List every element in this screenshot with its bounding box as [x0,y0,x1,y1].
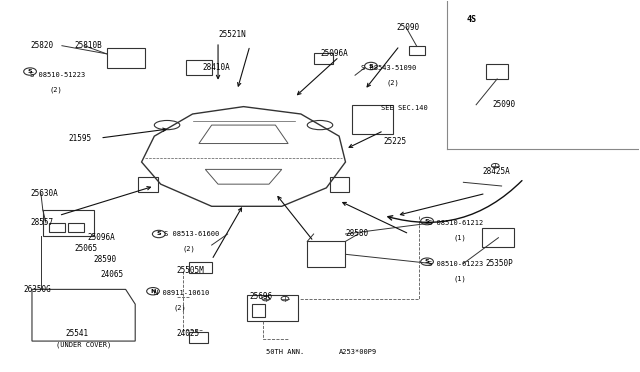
Text: 25090: 25090 [396,23,420,32]
Text: 28557: 28557 [30,218,53,227]
Bar [483,228,515,247]
Text: 24065: 24065 [100,270,124,279]
Text: 28425A: 28425A [483,167,510,176]
Bar [486,64,508,79]
Bar [330,177,349,192]
Bar [186,61,212,75]
Bar [352,105,394,134]
Text: 25096A: 25096A [320,49,348,58]
Text: S 08543-51090: S 08543-51090 [362,65,417,71]
Bar [106,48,145,68]
Bar [189,332,209,343]
Text: 25820: 25820 [30,41,53,50]
Text: S: S [28,69,33,74]
Text: 25096A: 25096A [88,233,115,242]
Text: SEE SEC.140: SEE SEC.140 [381,106,428,112]
Bar [138,177,157,192]
Text: A253*00P9: A253*00P9 [339,349,378,355]
Bar [314,53,333,64]
Text: 4S: 4S [467,15,477,24]
Text: 28590: 28590 [94,255,117,264]
Text: 25350P: 25350P [486,259,513,268]
Bar [189,262,212,273]
Text: N: N [150,289,156,294]
Bar [68,223,84,232]
Text: 25521N: 25521N [218,30,246,39]
Text: (UNDER COVER): (UNDER COVER) [56,341,111,348]
Bar [252,304,264,317]
Text: S: S [156,231,161,237]
Text: S 08510-61223: S 08510-61223 [428,260,484,266]
Text: S: S [369,64,373,68]
Text: 21595: 21595 [68,134,92,142]
Text: (1): (1) [454,275,467,282]
Text: 28410A: 28410A [202,63,230,72]
Text: N 08911-10610: N 08911-10610 [154,290,209,296]
Text: (1): (1) [454,234,467,241]
Text: (2): (2) [173,305,186,311]
Text: 26350G: 26350G [24,285,51,294]
Text: S 08513-61600: S 08513-61600 [164,231,219,237]
Text: S 08510-51223: S 08510-51223 [30,72,85,78]
Text: S: S [425,219,429,224]
Text: (2): (2) [387,79,399,86]
Bar [307,241,346,267]
Text: (2): (2) [183,246,196,252]
Text: 28580: 28580 [346,230,369,238]
Text: 25090: 25090 [492,100,515,109]
Text: 25505M: 25505M [177,266,204,275]
Text: 25541: 25541 [65,329,88,338]
Bar [43,210,94,236]
Text: S: S [425,259,429,264]
Bar [49,223,65,232]
Text: 25810B: 25810B [75,41,102,50]
Bar [409,46,425,55]
Bar [246,295,298,321]
Text: 50TH ANN.: 50TH ANN. [266,349,304,355]
Text: S 08510-61212: S 08510-61212 [428,220,484,226]
Text: 24025: 24025 [177,329,200,338]
Text: 25065: 25065 [75,244,98,253]
Text: (2): (2) [49,87,62,93]
Text: 25696: 25696 [250,292,273,301]
Text: 25225: 25225 [384,137,407,146]
Text: 25630A: 25630A [30,189,58,198]
